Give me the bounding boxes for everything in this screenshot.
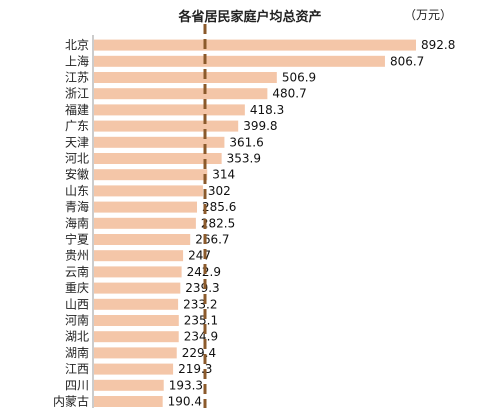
bar-20 (94, 363, 174, 375)
category-label: 江西 (65, 362, 89, 376)
category-label: 北京 (65, 38, 89, 52)
bar-1 (94, 55, 385, 67)
bar-22 (94, 396, 163, 407)
category-label: 福建 (65, 102, 89, 117)
category-label: 安徽 (65, 167, 89, 182)
value-label: 892.8 (421, 38, 455, 52)
bar-0 (94, 39, 416, 51)
bar-18 (94, 331, 179, 343)
value-label: 190.4 (168, 395, 202, 408)
bar-12 (94, 234, 191, 245)
bar-2 (94, 72, 277, 83)
category-label: 内蒙古 (53, 394, 89, 408)
value-label: 239.3 (185, 281, 219, 295)
value-label: 806.7 (390, 54, 424, 68)
value-label: 285.6 (202, 200, 236, 214)
bar-8 (94, 169, 208, 181)
value-label: 229.4 (182, 346, 216, 360)
chart-unit-label: （万元） (403, 8, 452, 22)
value-label: 266.7 (195, 233, 229, 247)
chart-title: 各省居民家庭户均总资产 (178, 10, 322, 25)
category-label: 湖南 (65, 345, 89, 360)
value-label: 233.2 (183, 297, 217, 311)
value-label: 418.3 (250, 103, 284, 117)
category-label: 青海 (65, 199, 89, 214)
value-label: 353.9 (227, 152, 261, 166)
category-label: 浙江 (65, 87, 89, 101)
category-label: 贵州 (65, 249, 89, 263)
bar-6 (94, 136, 225, 148)
value-label: 361.6 (229, 135, 263, 149)
value-label: 219.3 (178, 362, 212, 376)
bar-5 (94, 120, 239, 132)
value-label: 247 (188, 249, 211, 263)
category-label: 山东 (65, 184, 89, 198)
category-label: 宁夏 (65, 232, 89, 247)
category-label: 天津 (65, 135, 89, 149)
bar-16 (94, 298, 179, 310)
bar-4 (94, 104, 245, 116)
category-label: 湖北 (65, 329, 89, 344)
value-label: 302 (208, 184, 231, 198)
bar-19 (94, 347, 177, 359)
category-label: 云南 (65, 264, 89, 279)
category-label: 四川 (65, 378, 89, 392)
value-label: 399.8 (243, 119, 277, 133)
bar-17 (94, 315, 179, 326)
value-label: 314 (212, 168, 235, 182)
category-label: 广东 (65, 119, 89, 133)
category-label: 山西 (65, 297, 89, 311)
category-label: 海南 (65, 215, 89, 230)
bar-15 (94, 282, 181, 294)
value-label: 282.5 (201, 216, 235, 230)
value-label: 506.9 (282, 71, 316, 85)
value-label: 480.7 (272, 87, 306, 101)
category-label: 河北 (65, 152, 89, 166)
value-label: 234.9 (184, 330, 218, 344)
category-label: 江苏 (65, 71, 89, 85)
bar-7 (94, 153, 222, 164)
category-label: 上海 (65, 53, 89, 68)
category-label: 重庆 (65, 281, 89, 295)
bar-14 (94, 266, 182, 278)
value-label: 193.3 (169, 378, 203, 392)
bar-10 (94, 201, 198, 213)
bar-13 (94, 250, 184, 262)
bar-11 (94, 217, 196, 229)
bar-21 (94, 379, 164, 391)
category-label: 河南 (65, 313, 89, 328)
value-label: 235.1 (184, 314, 218, 328)
bar-3 (94, 88, 268, 100)
bar-9 (94, 185, 203, 197)
